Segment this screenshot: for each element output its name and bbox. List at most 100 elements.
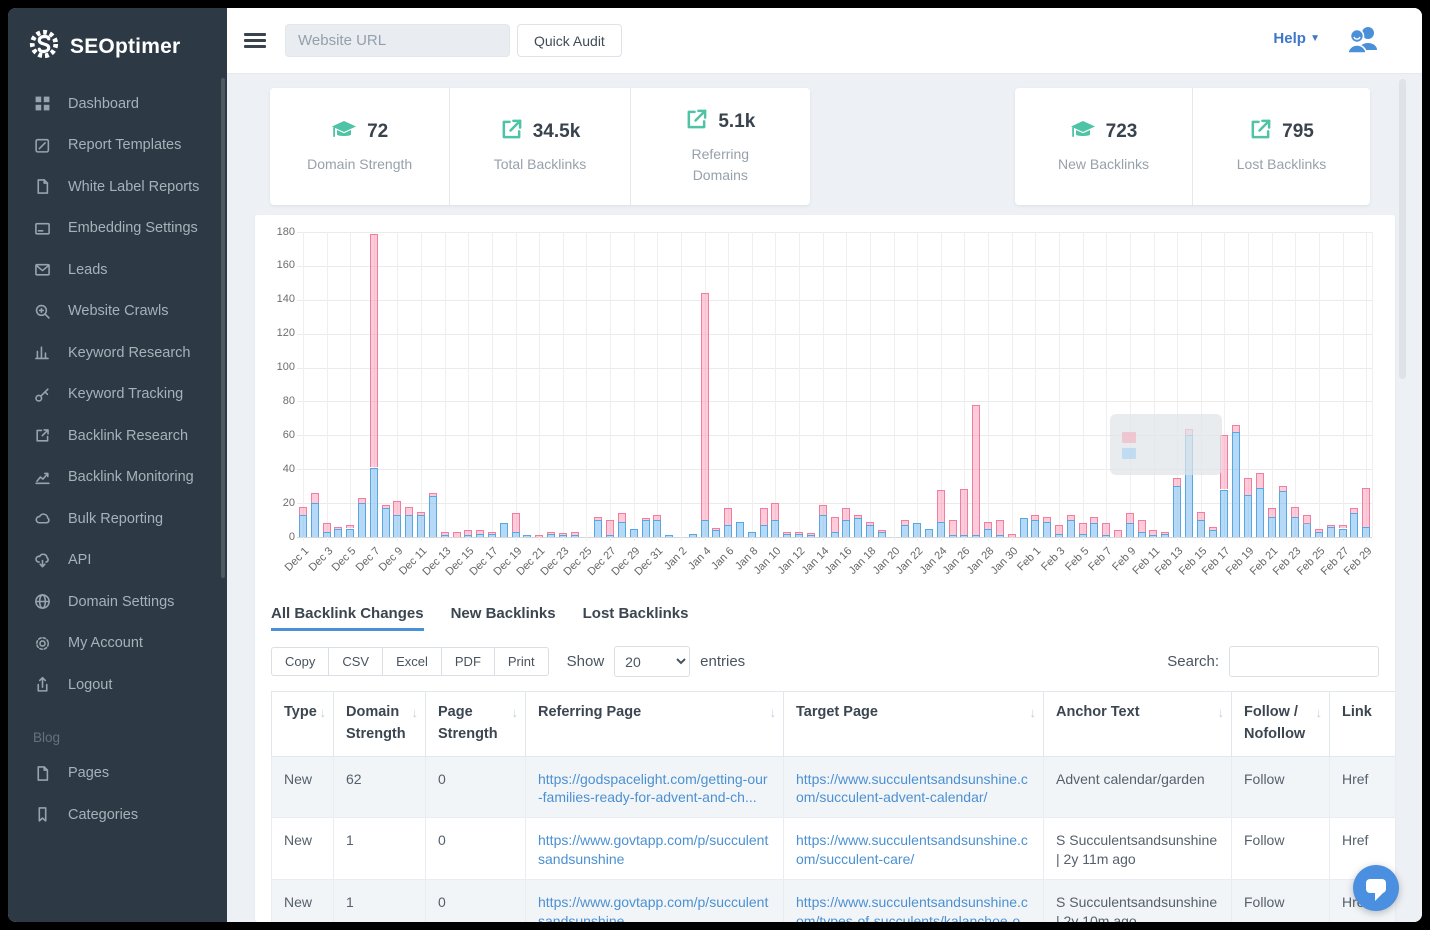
sidebar-item-categories[interactable]: Categories [8, 794, 227, 836]
quick-audit-button[interactable]: Quick Audit [517, 24, 622, 57]
sidebar-item-keyword-research[interactable]: Keyword Research [8, 332, 227, 374]
api-icon [33, 552, 51, 569]
column-header-link[interactable]: Link↓ [1329, 691, 1395, 757]
column-header-anchor-text[interactable]: Anchor Text ↓ [1043, 691, 1232, 757]
bar-new-backlinks [925, 528, 933, 537]
column-header-follow-nofollow[interactable]: Follow / Nofollow ↓ [1231, 691, 1330, 757]
bar-lost-backlinks [428, 492, 437, 497]
sidebar-item-dashboard[interactable]: Dashboard [8, 83, 227, 125]
pdf-button[interactable]: PDF [440, 647, 495, 676]
sidebar-item-report-templates[interactable]: Report Templates [8, 125, 227, 167]
bar-lost-backlinks [369, 233, 378, 468]
tab-lost-backlinks[interactable]: Lost Backlinks [582, 605, 689, 622]
bar-new-backlinks [995, 535, 1004, 537]
entries-select[interactable]: 20 [614, 646, 691, 677]
backlink-tabs: All Backlink Changes New Backlinks Lost Ba… [271, 605, 1395, 631]
bar-new-backlinks [1303, 523, 1311, 537]
column-header-page-strength[interactable]: Page Strength ↓ [425, 691, 526, 757]
sidebar-item-leads[interactable]: Leads [8, 249, 227, 291]
cell-target-page[interactable]: https://www.succulentsandsunshine.com/ty… [783, 879, 1044, 922]
logo-text: SEOptimer [70, 34, 181, 58]
sidebar-item-white-label-reports[interactable]: White Label Reports [8, 166, 227, 208]
sidebar-item-domain-settings[interactable]: Domain Settings [8, 581, 227, 623]
bar-lost-backlinks [358, 498, 366, 504]
column-header-target-page[interactable]: Target Page ↓ [783, 691, 1044, 757]
bar-lost-backlinks [806, 533, 815, 535]
bar-new-backlinks [381, 508, 390, 537]
bar-lost-backlinks [1149, 529, 1158, 535]
hamburger-menu-icon[interactable] [244, 33, 266, 48]
bar-lost-backlinks [440, 531, 449, 535]
bar-lost-backlinks [1279, 486, 1288, 492]
bar-new-backlinks [783, 533, 792, 537]
bar-lost-backlinks [594, 516, 603, 521]
bar-lost-backlinks [865, 521, 874, 526]
logo[interactable]: SEOptimer [8, 8, 227, 83]
help-dropdown[interactable]: Help ▼ [1273, 30, 1320, 47]
bar-new-backlinks [1244, 494, 1252, 537]
bar-new-backlinks [440, 535, 449, 537]
sidebar-item-keyword-tracking[interactable]: Keyword Tracking [8, 374, 227, 416]
sidebar-item-embedding-settings[interactable]: Embedding Settings [8, 208, 227, 250]
bar-lost-backlinks [842, 508, 851, 521]
sidebar-item-backlink-monitoring[interactable]: Backlink Monitoring [8, 457, 227, 499]
stat-label: Lost Backlinks [1236, 156, 1327, 173]
cell-referring-page[interactable]: https://www.govtapp.com/p/succulentsands… [525, 879, 784, 922]
website-crawls-icon [33, 303, 51, 320]
sidebar-item-pages[interactable]: Pages [8, 753, 227, 795]
bar-lost-backlinks [452, 531, 461, 537]
excel-button[interactable]: Excel [382, 647, 442, 676]
bar-lost-backlinks [393, 501, 402, 515]
bar-new-backlinks [1054, 533, 1063, 537]
bar-lost-backlinks [1031, 515, 1040, 521]
page-scrollbar[interactable] [1399, 79, 1406, 379]
csv-button[interactable]: CSV [328, 647, 384, 676]
website-url-input[interactable] [285, 24, 510, 57]
bar-new-backlinks [1031, 520, 1040, 537]
stat-value: 795 [1282, 121, 1314, 143]
bar-lost-backlinks [877, 529, 886, 532]
tab-all-backlink-changes[interactable]: All Backlink Changes [271, 605, 424, 631]
table-controls: Copy CSV Excel PDF Print Show 20 entries Sea… [271, 646, 1379, 677]
print-button[interactable]: Print [493, 647, 549, 676]
bar-lost-backlinks [653, 515, 662, 521]
search-input[interactable] [1229, 646, 1379, 677]
cell-referring-page[interactable]: https://www.govtapp.com/p/succulentsands… [525, 817, 784, 881]
bar-new-backlinks [594, 520, 603, 537]
sidebar-item-website-crawls[interactable]: Website Crawls [8, 291, 227, 333]
chat-bubble-button[interactable] [1353, 865, 1399, 911]
bar-new-backlinks [1019, 518, 1028, 537]
tab-new-backlinks[interactable]: New Backlinks [450, 605, 556, 622]
stat-label: New Backlinks [1057, 155, 1150, 172]
copy-button[interactable]: Copy [271, 647, 330, 676]
column-header-type[interactable]: Type ↓ [271, 691, 334, 757]
table-row: New 62 0 https://godspacelight.com/getting-… [271, 755, 1395, 819]
column-header-referring-page[interactable]: Referring Page ↓ [525, 691, 784, 757]
sidebar-item-logout[interactable]: Logout [8, 664, 227, 706]
cell-anchor-text: Advent calendar/garden [1043, 755, 1232, 819]
column-header-domain-strength[interactable]: Domain Strength ↓ [333, 691, 426, 757]
cell-target-page[interactable]: https://www.succulentsandsunshine.com/su… [783, 755, 1044, 819]
bar-new-backlinks [346, 528, 355, 537]
bar-new-backlinks [688, 533, 697, 537]
bar-lost-backlinks [1267, 508, 1276, 517]
bar-new-backlinks [1279, 491, 1288, 538]
support-users-icon[interactable] [1346, 24, 1380, 59]
bar-new-backlinks [1208, 530, 1217, 537]
cell-target-page[interactable]: https://www.succulentsandsunshine.com/su… [783, 817, 1044, 881]
stat-value: 723 [1105, 121, 1138, 143]
cell-referring-page[interactable]: https://godspacelight.com/getting-our-fa… [525, 755, 784, 819]
sidebar-item-api[interactable]: API [8, 540, 227, 582]
bar-new-backlinks [700, 520, 709, 537]
bar-new-backlinks [369, 467, 378, 537]
sidebar-item-my-account[interactable]: My Account [8, 623, 227, 665]
seoptimer-gear-logo-icon [28, 28, 60, 65]
sidebar-item-bulk-reporting[interactable]: Bulk Reporting [8, 498, 227, 540]
bar-lost-backlinks [1208, 526, 1217, 531]
bar-lost-backlinks [405, 506, 414, 515]
sidebar-item-backlink-research[interactable]: Backlink Research [8, 415, 227, 457]
bar-new-backlinks [1232, 431, 1241, 537]
sidebar-scrollbar[interactable] [221, 78, 225, 578]
backlink-research-icon [33, 427, 51, 444]
